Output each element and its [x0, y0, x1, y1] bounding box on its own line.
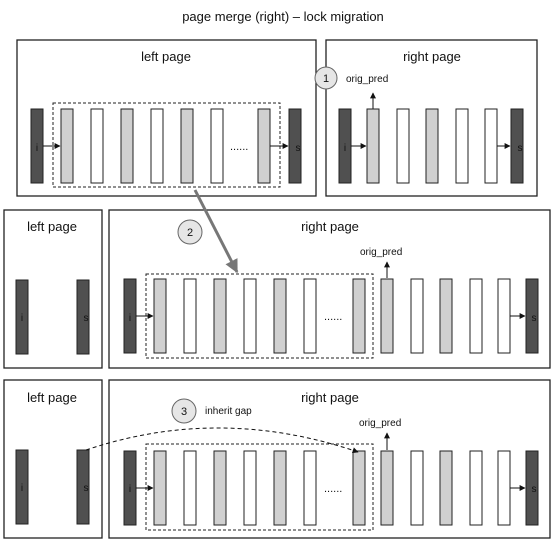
record-light	[257, 108, 271, 184]
ellipsis: ......	[230, 141, 248, 153]
ellipsis: ......	[324, 311, 342, 323]
record-light	[120, 108, 134, 184]
record-white	[484, 108, 498, 184]
step-badge-1	[314, 66, 338, 90]
infimum-label: i	[21, 483, 23, 494]
record-white	[497, 450, 511, 526]
record-supremum	[525, 278, 539, 354]
step2-left-page-title: left page	[27, 219, 77, 234]
record-white	[150, 108, 164, 184]
infimum-label: i	[36, 143, 38, 154]
record-supremum	[525, 450, 539, 526]
step-badge-3-number: 3	[181, 406, 187, 418]
step1-right-records	[338, 108, 524, 184]
infimum-label: i	[21, 313, 23, 324]
supremum-label: s	[532, 313, 537, 324]
step3-dashed-range	[145, 443, 374, 531]
record-light	[439, 278, 453, 354]
step1: left page i s ...... right page 1 orig_p…	[16, 39, 538, 197]
step3-right-page-title: right page	[301, 390, 359, 405]
step1-right-page-box	[325, 39, 538, 197]
record-supremum	[510, 108, 524, 184]
step-badge-2-number: 2	[187, 227, 193, 239]
step1-left-records	[30, 108, 302, 184]
record-light	[213, 450, 227, 526]
record-white	[183, 450, 197, 526]
step-badge-1-number: 1	[323, 73, 329, 85]
record-infimum	[15, 449, 29, 525]
step3: left page i s right page 3 inherit gap o…	[3, 379, 551, 539]
record-light	[213, 278, 227, 354]
step2-right-records	[123, 278, 539, 354]
record-white	[303, 450, 317, 526]
record-white	[455, 108, 469, 184]
orig-pred-label: orig_pred	[346, 74, 388, 85]
orig-pred-label: orig_pred	[360, 247, 402, 258]
record-light	[425, 108, 439, 184]
record-light	[180, 108, 194, 184]
record-white	[469, 278, 483, 354]
supremum-label: s	[518, 143, 523, 154]
supremum-label: s	[84, 313, 89, 324]
record-white	[396, 108, 410, 184]
record-light	[352, 450, 366, 526]
record-white	[410, 450, 424, 526]
record-light	[60, 108, 74, 184]
record-white	[243, 278, 257, 354]
step-badge-3	[171, 398, 197, 424]
step3-left-page-title: left page	[27, 390, 77, 405]
step2-right-page-box	[108, 209, 551, 369]
record-white	[243, 450, 257, 526]
step1-left-dashed-range	[52, 102, 281, 188]
migration-arrow	[193, 189, 239, 274]
step3-right-page-box	[108, 379, 551, 539]
record-light	[273, 450, 287, 526]
record-light	[439, 450, 453, 526]
record-infimum	[15, 279, 29, 355]
diagram-title: page merge (right) – lock migration	[182, 9, 384, 24]
supremum-label: s	[84, 483, 89, 494]
record-white	[469, 450, 483, 526]
step1-left-page-box	[16, 39, 317, 197]
record-supremum	[76, 279, 90, 355]
record-white	[410, 278, 424, 354]
supremum-label: s	[296, 143, 301, 154]
record-light	[380, 450, 394, 526]
record-light	[153, 450, 167, 526]
record-white	[210, 108, 224, 184]
record-light	[273, 278, 287, 354]
step2-right-page-title: right page	[301, 219, 359, 234]
record-white	[303, 278, 317, 354]
inherit-gap-arrow	[85, 427, 359, 454]
step-badge-2	[177, 219, 203, 245]
infimum-label: i	[129, 313, 131, 324]
step1-right-page-title: right page	[403, 49, 461, 64]
record-light	[380, 278, 394, 354]
record-white	[183, 278, 197, 354]
record-supremum	[288, 108, 302, 184]
step1-left-page-title: left page	[141, 49, 191, 64]
infimum-label: i	[129, 484, 131, 495]
ellipsis: ......	[324, 483, 342, 495]
step3-left-page-box	[3, 379, 103, 539]
step2: left page i s right page 2 orig_pred	[3, 209, 551, 369]
step2-left-page-box	[3, 209, 103, 369]
record-light	[352, 278, 366, 354]
record-light	[153, 278, 167, 354]
inherit-gap-label: inherit gap	[205, 406, 252, 417]
orig-pred-label: orig_pred	[359, 418, 401, 429]
record-supremum	[76, 449, 90, 525]
record-white	[497, 278, 511, 354]
supremum-label: s	[532, 484, 537, 495]
record-white	[90, 108, 104, 184]
record-light	[366, 108, 380, 184]
step3-right-records	[123, 450, 539, 526]
infimum-label: i	[344, 143, 346, 154]
